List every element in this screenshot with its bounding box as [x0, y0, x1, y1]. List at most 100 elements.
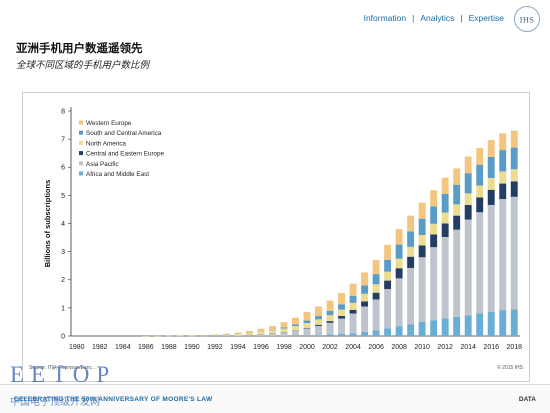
bar-south-and-central-america-2003 [338, 304, 345, 309]
bar-western-europe-1994 [234, 333, 241, 334]
bar-north-america-2007 [384, 272, 391, 281]
bar-africa-and-middle-east-2013 [453, 317, 460, 336]
x-tick-label: 1996 [253, 344, 269, 351]
x-tick-label: 2016 [483, 344, 499, 351]
bar-central-and-eastern-europe-2015 [476, 197, 483, 212]
bar-asia-pacific-2007 [384, 289, 391, 328]
bar-south-and-central-america-2000 [304, 321, 311, 324]
legend-swatch [79, 131, 83, 135]
bar-asia-pacific-1996 [258, 334, 265, 336]
bar-south-and-central-america-1999 [292, 324, 299, 326]
bar-africa-and-middle-east-2014 [465, 315, 472, 336]
bar-asia-pacific-1999 [292, 331, 299, 336]
bar-asia-pacific-2004 [350, 314, 357, 334]
bar-south-and-central-america-2008 [396, 245, 403, 259]
bar-south-and-central-america-2014 [465, 173, 472, 193]
bar-central-and-eastern-europe-2002 [327, 321, 334, 323]
x-tick-label: 2002 [322, 344, 338, 351]
bar-south-and-central-america-2007 [384, 260, 391, 272]
legend-swatch [79, 151, 83, 155]
bar-north-america-2003 [338, 310, 345, 316]
bar-north-america-1994 [234, 334, 241, 335]
bar-south-and-central-america-2002 [327, 311, 334, 315]
bar-north-america-2001 [315, 319, 322, 324]
bar-western-europe-2009 [407, 216, 414, 232]
bar-western-europe-2011 [430, 190, 437, 206]
bar-south-and-central-america-2001 [315, 316, 322, 319]
legend-swatch [79, 172, 83, 176]
bar-south-and-central-america-2004 [350, 296, 357, 303]
bar-north-america-2010 [419, 235, 426, 245]
bar-africa-and-middle-east-2007 [384, 328, 391, 336]
chart-copyright: © 2015 IHS [497, 364, 524, 371]
bar-north-america-2015 [476, 186, 483, 198]
nav-separator: | [412, 13, 414, 23]
bar-asia-pacific-2002 [327, 323, 334, 335]
y-tick-label: 3 [61, 249, 65, 256]
legend-swatch [79, 121, 83, 125]
bar-africa-and-middle-east-2000 [304, 335, 311, 336]
bar-south-and-central-america-2017 [499, 150, 506, 171]
bar-north-america-1996 [258, 332, 265, 335]
bar-central-and-eastern-europe-2009 [407, 257, 414, 268]
bar-western-europe-2015 [476, 148, 483, 165]
x-tick-label: 1984 [115, 344, 131, 351]
bar-central-and-eastern-europe-2014 [465, 205, 472, 220]
bar-north-america-2013 [453, 204, 460, 215]
nav-separator: | [460, 13, 462, 23]
y-tick-label: 7 [61, 137, 65, 144]
bar-asia-pacific-2010 [419, 257, 426, 322]
bar-asia-pacific-2006 [373, 299, 380, 330]
bar-africa-and-middle-east-2018 [511, 309, 518, 336]
bar-south-and-central-america-2015 [476, 165, 483, 186]
nav-analytics-link[interactable]: Analytics [420, 13, 454, 23]
x-tick-label: 1986 [138, 344, 154, 351]
bar-africa-and-middle-east-2008 [396, 326, 403, 336]
bar-africa-and-middle-east-2010 [419, 322, 426, 336]
legend-item-label: Western Europe [86, 120, 132, 127]
bar-south-and-central-america-1998 [281, 327, 288, 328]
bar-south-and-central-america-2012 [442, 194, 449, 213]
bar-north-america-2008 [396, 259, 403, 269]
y-tick-label: 4 [61, 221, 65, 228]
bar-western-europe-2010 [419, 203, 426, 219]
legend-item-label: Asia Pacific [86, 161, 119, 168]
page-subtitle: 全球不同区域的手机用户数比例 [16, 57, 149, 71]
bar-asia-pacific-1998 [281, 332, 288, 336]
bar-western-europe-2006 [373, 260, 380, 274]
bar-central-and-eastern-europe-2000 [304, 328, 311, 329]
footer-section-label: DATA [519, 396, 536, 403]
bar-north-america-1995 [246, 333, 253, 335]
bar-north-america-2017 [499, 171, 506, 183]
bar-western-europe-2016 [488, 140, 495, 157]
x-tick-label: 2008 [391, 344, 407, 351]
x-tick-label: 1992 [207, 344, 223, 351]
bar-africa-and-middle-east-2001 [315, 335, 322, 336]
bar-central-and-eastern-europe-2004 [350, 310, 357, 314]
bar-asia-pacific-2011 [430, 247, 437, 320]
x-tick-label: 1980 [69, 344, 85, 351]
bar-western-europe-2002 [327, 301, 334, 311]
y-tick-label: 0 [61, 333, 65, 340]
eetop-watermark-subtitle: 中国电子顶级开发网 [10, 393, 100, 408]
bar-africa-and-middle-east-2011 [430, 320, 437, 336]
bar-asia-pacific-2005 [361, 306, 368, 331]
ihs-logo[interactable]: IHS [514, 6, 540, 32]
bar-africa-and-middle-east-2017 [499, 310, 506, 336]
x-tick-label: 1998 [276, 344, 292, 351]
bar-africa-and-middle-east-2016 [488, 312, 495, 336]
bar-north-america-2000 [304, 323, 311, 328]
legend-item-label: Central and Eastern Europe [86, 151, 165, 158]
bar-asia-pacific-2014 [465, 220, 472, 316]
bar-western-europe-1992 [211, 335, 218, 336]
x-tick-label: 1990 [184, 344, 200, 351]
top-navigation: Information | Analytics | Expertise [364, 13, 504, 23]
bar-north-america-1999 [292, 326, 299, 330]
bar-western-europe-1995 [246, 331, 253, 333]
bar-asia-pacific-2016 [488, 205, 495, 312]
bar-africa-and-middle-east-2004 [350, 333, 357, 336]
bar-asia-pacific-2009 [407, 268, 414, 324]
bar-north-america-2014 [465, 193, 472, 205]
nav-information-link[interactable]: Information [364, 13, 407, 23]
nav-expertise-link[interactable]: Expertise [469, 13, 504, 23]
